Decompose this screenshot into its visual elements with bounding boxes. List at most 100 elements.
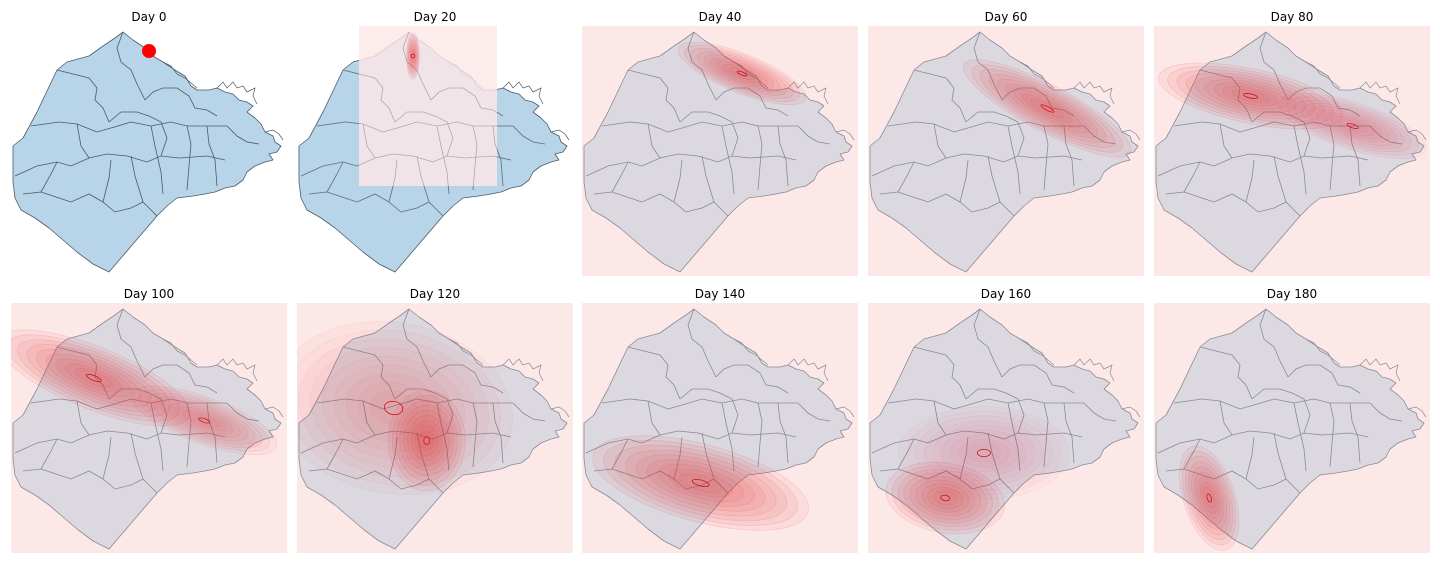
- density-contour: [189, 413, 219, 428]
- density-contour: [74, 368, 114, 388]
- map-outline: [298, 308, 568, 550]
- density-peak: [976, 448, 991, 457]
- district-boundary: [342, 346, 396, 400]
- district-boundary: [679, 388, 739, 434]
- district-boundary: [913, 69, 967, 123]
- density-contour: [55, 358, 133, 398]
- panel-plot: [12, 31, 284, 273]
- density-contour: [1315, 109, 1390, 143]
- district-boundary: [1007, 402, 1021, 472]
- panel-day-20: Day 20: [297, 10, 573, 280]
- density-contour: [915, 479, 976, 517]
- district-boundary: [22, 191, 158, 217]
- density-contour: [697, 51, 788, 96]
- density-contour: [153, 396, 256, 445]
- district-boundary: [1063, 402, 1075, 464]
- coastline-detail: [1019, 338, 1141, 418]
- density-contour: [298, 338, 489, 478]
- district-boundary: [394, 111, 454, 157]
- density-contour: [1330, 116, 1375, 136]
- density-contour: [406, 32, 420, 80]
- district-boundary: [871, 153, 1083, 177]
- density-contour: [408, 41, 418, 71]
- district-boundary: [1293, 125, 1307, 195]
- coastline-detail: [1019, 61, 1141, 141]
- district-boundary: [76, 123, 90, 159]
- density-peak: [85, 373, 102, 383]
- panel-plot: [1154, 303, 1430, 553]
- district-boundary: [186, 125, 192, 191]
- density-contour: [1158, 62, 1344, 130]
- panel-title: Day 180: [1266, 287, 1318, 301]
- density-contour: [1200, 482, 1219, 514]
- district-boundary: [879, 468, 1015, 494]
- district-boundary: [144, 364, 218, 394]
- district-boundary: [402, 31, 432, 101]
- density-contour: [1179, 445, 1240, 551]
- district-boundary: [1293, 402, 1307, 472]
- density-peak: [423, 436, 431, 445]
- district-boundary: [1183, 161, 1201, 193]
- district-boundary: [1083, 402, 1117, 422]
- panel-day-120: Day 120: [297, 287, 573, 557]
- district-boundary: [30, 398, 227, 410]
- district-boundary: [797, 125, 831, 145]
- district-boundary: [973, 308, 1003, 378]
- density-contour: [145, 392, 263, 449]
- district-boundary: [627, 69, 681, 123]
- map-outline: [1155, 31, 1425, 273]
- district-boundary: [777, 402, 789, 464]
- density-contour: [414, 425, 439, 456]
- district-boundary: [150, 402, 164, 472]
- density-contour: [1185, 72, 1316, 120]
- district-boundary: [1199, 346, 1253, 400]
- density-contour: [677, 41, 807, 106]
- density-peak: [1243, 93, 1259, 99]
- density-contour: [45, 353, 142, 403]
- district-boundary: [673, 436, 683, 480]
- density-contour: [345, 373, 442, 443]
- density-peak: [410, 53, 416, 59]
- district-boundary: [472, 125, 478, 191]
- density-contour: [722, 63, 762, 84]
- density-contour: [1176, 69, 1325, 123]
- density-contour: [408, 39, 418, 73]
- coastline-detail: [162, 61, 284, 141]
- panel-plot: [1154, 26, 1430, 276]
- district-boundary: [673, 159, 683, 203]
- district-boundary: [1251, 111, 1311, 157]
- density-contour: [138, 389, 270, 452]
- density-contour: [679, 473, 723, 493]
- density-contour: [933, 490, 958, 506]
- density-peak: [940, 494, 951, 502]
- district-boundary: [1083, 125, 1117, 145]
- district-boundary: [56, 69, 110, 123]
- district-boundary: [76, 400, 90, 436]
- district-boundary: [987, 155, 1001, 203]
- district-boundary: [757, 125, 763, 191]
- density-peak: [1206, 493, 1212, 503]
- density-contour: [418, 430, 435, 451]
- density-contour: [1232, 89, 1270, 103]
- density-contour: [668, 468, 734, 498]
- density-contour: [1197, 476, 1222, 520]
- map-outline: [869, 31, 1139, 273]
- density-contour: [1222, 85, 1279, 107]
- density-contour: [729, 67, 755, 80]
- district-boundary: [326, 438, 344, 470]
- district-boundary: [965, 111, 1025, 157]
- panel-plot: [868, 26, 1144, 276]
- density-contour: [971, 64, 1124, 153]
- density-contour: [963, 59, 1132, 158]
- district-boundary: [56, 346, 110, 400]
- district-boundary: [40, 438, 58, 470]
- district-boundary: [715, 87, 789, 117]
- panel-plot: [582, 303, 858, 553]
- density-contour: [407, 415, 447, 466]
- density-contour: [310, 347, 477, 469]
- panel-day-100: Day 100: [11, 287, 287, 557]
- panel-title: Day 0: [131, 10, 167, 24]
- panel-day-160: Day 160: [868, 287, 1144, 557]
- coastline-detail: [1305, 338, 1427, 418]
- district-boundary: [973, 31, 1003, 101]
